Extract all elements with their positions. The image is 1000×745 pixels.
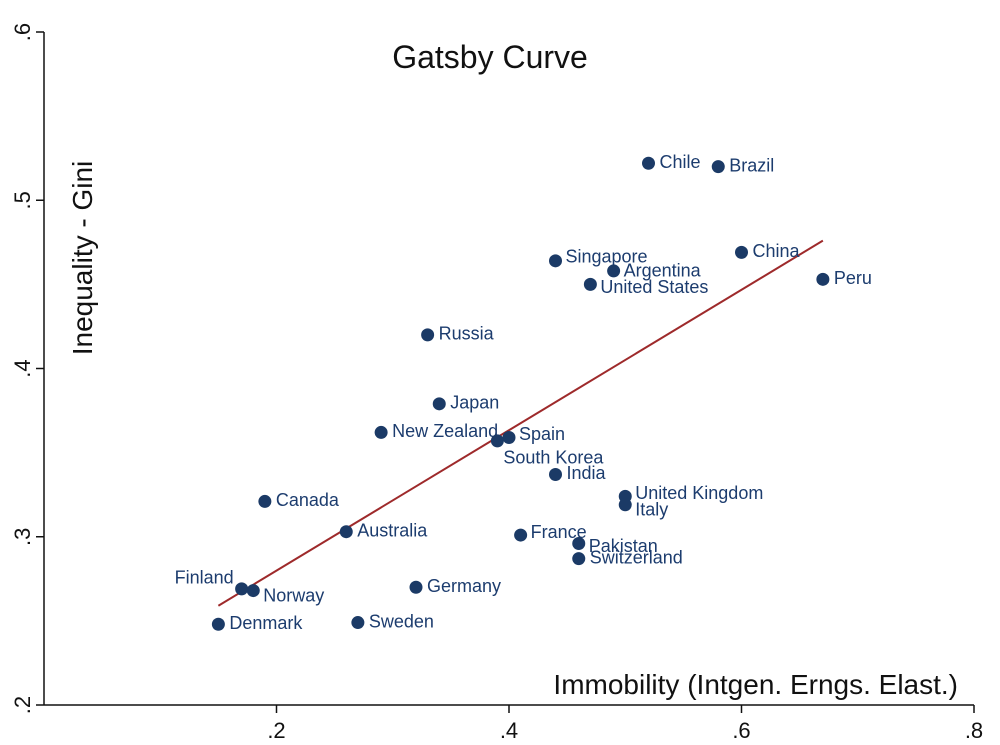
point-label: Russia	[439, 324, 495, 344]
scatter-point	[421, 328, 435, 342]
points-group: Chile BrazilChinaPeruSingaporeArgentinaUn…	[175, 152, 872, 633]
point-label: Pakistan	[589, 536, 658, 556]
point-label: Denmark	[229, 613, 303, 633]
point-label: Germany	[427, 576, 501, 596]
scatter-point	[339, 525, 353, 539]
y-tick-label: .5	[10, 191, 35, 209]
y-tick-label: .3	[10, 528, 35, 546]
x-tick-label: .4	[500, 718, 518, 743]
scatter-point	[816, 272, 830, 286]
scatter-point	[211, 617, 225, 631]
point-label: Norway	[263, 585, 324, 605]
point-label: Argentina	[624, 261, 702, 281]
point-label: Australia	[357, 520, 428, 540]
point-label: United States	[600, 277, 708, 297]
scatter-point	[607, 264, 621, 278]
scatter-point	[235, 582, 249, 596]
scatter-point	[432, 397, 446, 411]
scatter-point	[642, 156, 655, 170]
point-label: India	[567, 463, 607, 483]
scatter-point	[258, 494, 272, 508]
scatter-point	[246, 584, 260, 598]
point-label: Finland	[175, 568, 234, 588]
point-label: Canada	[276, 490, 340, 510]
scatter-point	[409, 580, 423, 594]
point-label: Sweden	[369, 611, 434, 631]
plot-area	[44, 32, 974, 705]
point-label: Switzerland	[590, 547, 683, 567]
point-label: Chile	[660, 152, 701, 172]
point-label: United Kingdom	[635, 483, 763, 503]
point-label: France	[531, 522, 587, 542]
x-tick-label: .8	[965, 718, 983, 743]
point-label: Singapore	[566, 247, 648, 267]
scatter-point	[572, 536, 586, 550]
scatter-point	[549, 254, 562, 268]
point-label: Japan	[450, 393, 499, 413]
y-ticks: .2 .3 .4 .5 .6	[10, 23, 44, 714]
scatter-point	[502, 430, 516, 444]
scatter-point	[351, 616, 365, 630]
scatter-point	[549, 467, 562, 481]
point-label: Brazil	[729, 155, 774, 175]
scatter-point	[583, 277, 597, 291]
y-axis-label: Inequality - Gini	[67, 161, 98, 356]
point-label: Spain	[519, 424, 565, 444]
x-axis-label: Immobility (Intgen. Erngs. Elast.)	[553, 669, 958, 700]
y-tick-label: .6	[10, 23, 35, 41]
scatter-point	[374, 425, 388, 439]
chart-title: Gatsby Curve	[392, 39, 588, 75]
x-tick-label: .2	[267, 718, 285, 743]
fit-line	[217, 239, 824, 607]
scatter-point	[711, 160, 725, 174]
point-label: South Korea	[503, 448, 604, 468]
x-tick-label: .6	[732, 718, 750, 743]
y-tick-label: .2	[10, 696, 35, 714]
point-label: Italy	[635, 500, 668, 520]
scatter-point	[490, 434, 504, 448]
scatter-point	[618, 498, 632, 512]
fit-line-group	[217, 239, 824, 607]
scatter-point	[514, 528, 528, 542]
point-label: New Zealand	[392, 421, 498, 441]
x-ticks: .2 .4 .6 .8	[267, 705, 983, 743]
point-label: Peru	[834, 268, 872, 288]
scatter-point	[735, 245, 748, 259]
y-tick-label: .4	[10, 359, 35, 377]
point-label: China	[753, 241, 801, 261]
scatter-point	[572, 552, 586, 566]
